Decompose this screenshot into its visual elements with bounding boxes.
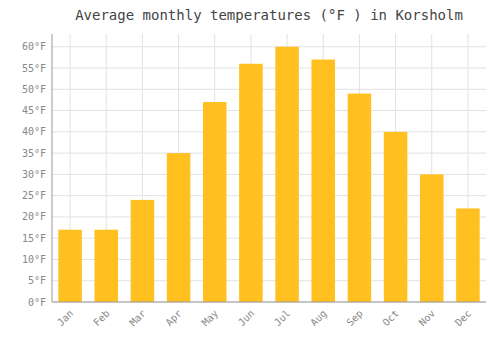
x-tick-label: Jun xyxy=(236,308,257,329)
y-grid-line xyxy=(52,153,486,154)
chart-svg: Average monthly temperatures (°F ) in Ko… xyxy=(0,0,500,350)
bar xyxy=(167,153,191,302)
bar xyxy=(311,60,335,302)
x-tick-label: Apr xyxy=(163,308,184,329)
y-tick-label: 15°F xyxy=(22,233,46,244)
y-tick-label: 5°F xyxy=(28,275,46,286)
y-tick-label: 30°F xyxy=(22,169,46,180)
y-grid-line xyxy=(52,89,486,90)
bar xyxy=(456,208,480,302)
x-tick-label: Jan xyxy=(55,308,76,329)
bar xyxy=(348,94,372,302)
y-tick-label: 10°F xyxy=(22,254,46,265)
x-tick-label: Aug xyxy=(308,308,329,329)
bar xyxy=(94,230,118,302)
bar xyxy=(131,200,155,302)
y-tick-label: 20°F xyxy=(22,211,46,222)
x-axis-line xyxy=(52,302,486,303)
bar xyxy=(420,174,444,302)
y-tick-label: 40°F xyxy=(22,126,46,137)
y-axis-line xyxy=(52,34,53,302)
x-tick-label: Nov xyxy=(417,308,438,329)
bars xyxy=(58,47,479,302)
chart-container: Average monthly temperatures (°F ) in Ko… xyxy=(0,0,500,350)
y-grid-line xyxy=(52,302,486,303)
x-tick-label: Dec xyxy=(453,308,474,329)
y-tick-label: 60°F xyxy=(22,41,46,52)
y-tick-label: 45°F xyxy=(22,105,46,116)
title: Average monthly temperatures (°F ) in Ko… xyxy=(75,7,463,23)
x-tick-label: Jul xyxy=(272,308,293,329)
bar xyxy=(384,132,408,302)
x-tick-label: Feb xyxy=(91,308,112,329)
y-tick-label: 50°F xyxy=(22,84,46,95)
bar xyxy=(203,102,227,302)
y-grid-line xyxy=(52,131,486,132)
x-tick-label: Oct xyxy=(380,308,401,329)
x-tick-label: Mar xyxy=(127,308,148,329)
grid xyxy=(52,34,486,302)
x-tick-label: Sep xyxy=(344,308,365,329)
bar xyxy=(58,230,82,302)
y-tick-label: 25°F xyxy=(22,190,46,201)
y-tick-label: 35°F xyxy=(22,148,46,159)
bar xyxy=(275,47,299,302)
y-tick-label: 0°F xyxy=(28,297,46,308)
y-tick-label: 55°F xyxy=(22,63,46,74)
x-tick-label: May xyxy=(200,308,221,329)
bar xyxy=(239,64,263,302)
y-grid-line xyxy=(52,68,486,69)
y-grid-line xyxy=(52,110,486,111)
y-grid-line xyxy=(52,46,486,47)
